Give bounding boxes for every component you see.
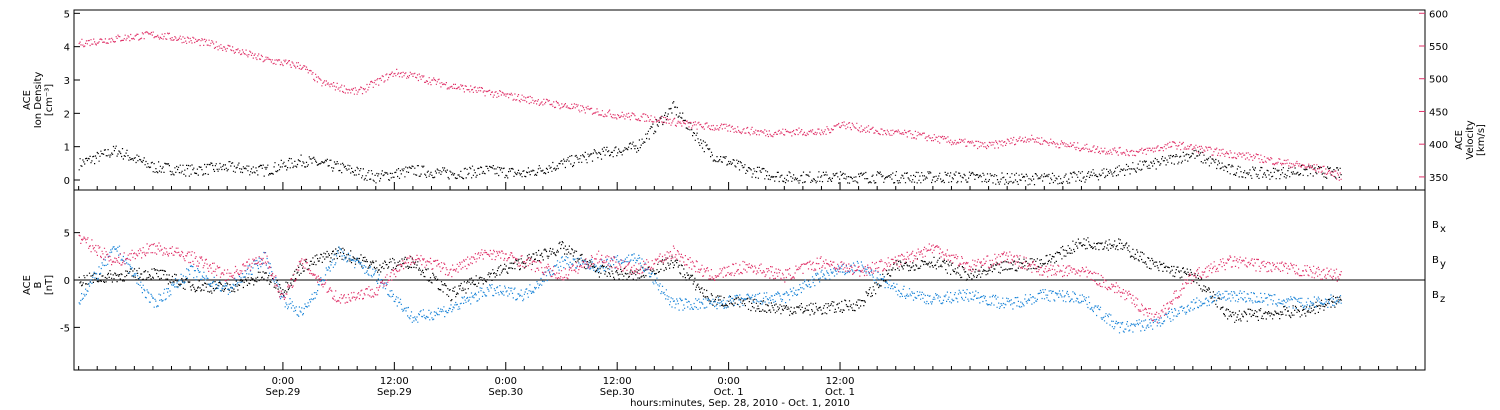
b-axis-label: [nT]	[44, 275, 55, 295]
x-tick-label-time: 0:00	[495, 376, 517, 387]
density-tick-label: 0	[64, 176, 70, 187]
x-tick-label-time: 0:00	[272, 376, 294, 387]
x-tick-label-date: Sep.30	[600, 387, 635, 398]
series-points-velocity	[78, 31, 1342, 181]
legend-bx: B	[1432, 220, 1439, 231]
b-tick-label: 0	[64, 276, 70, 287]
x-tick-label-date: Sep.29	[266, 387, 301, 398]
velocity-axis-label: [km/s]	[1476, 124, 1487, 156]
velocity-tick-label: 550	[1429, 42, 1448, 53]
velocity-tick-label: 450	[1429, 107, 1448, 118]
density-tick-label: 5	[64, 9, 70, 20]
density-tick-label: 4	[64, 43, 70, 54]
velocity-axis-label: ACE	[1454, 130, 1465, 150]
x-tick-label-date: Oct. 1	[714, 387, 744, 398]
density-tick-label: 3	[64, 76, 70, 87]
legend-bz: B	[1432, 290, 1439, 301]
density-tick-label: 2	[64, 109, 70, 120]
density-axis-label: [cm⁻³]	[44, 84, 55, 116]
x-tick-label-date: Sep.30	[488, 387, 523, 398]
series-points-bz	[78, 234, 1342, 323]
density-axis-label: ACE	[22, 90, 33, 110]
x-tick-label-time: 12:00	[380, 376, 409, 387]
x-tick-label-time: 12:00	[603, 376, 632, 387]
x-tick-label-time: 12:00	[826, 376, 855, 387]
b-axis-label: ACE	[22, 275, 33, 295]
legend-by: B	[1432, 255, 1439, 266]
legend-sub-z: z	[1440, 294, 1445, 305]
b-tick-label: -5	[60, 323, 70, 334]
series-points-ion-density	[78, 101, 1342, 186]
density-axis-label: Ion Density	[33, 72, 44, 129]
b-axis-label: B	[33, 281, 44, 288]
x-tick-label-date: Oct. 1	[825, 387, 855, 398]
x-tick-label-time: 0:00	[717, 376, 739, 387]
velocity-tick-label: 350	[1429, 173, 1448, 184]
x-axis-label: hours:minutes, Sep. 28, 2010 - Oct. 1, 2…	[630, 398, 850, 409]
x-tick-label-date: Sep.29	[377, 387, 412, 398]
b-tick-label: 5	[64, 229, 70, 240]
velocity-tick-label: 500	[1429, 75, 1448, 86]
legend-sub-y: y	[1440, 259, 1446, 270]
velocity-tick-label: 400	[1429, 140, 1448, 151]
density-tick-label: 1	[64, 143, 70, 154]
legend-sub-x: x	[1440, 224, 1446, 235]
velocity-tick-label: 600	[1429, 9, 1448, 20]
velocity-axis-label: Velocity	[1465, 120, 1476, 159]
